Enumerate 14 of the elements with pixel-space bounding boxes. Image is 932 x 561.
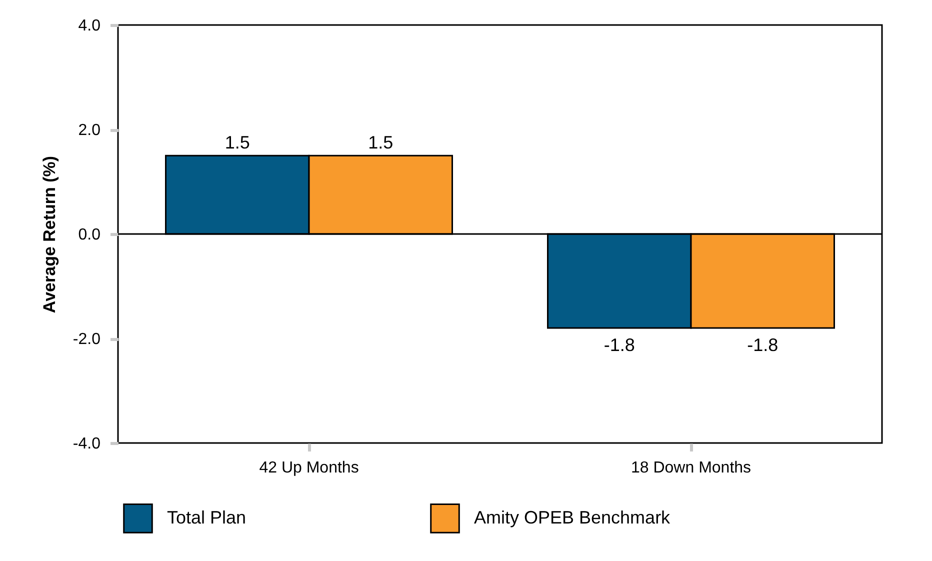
x-tick-label: 42 Up Months [259,460,359,476]
y-tick-label: 2.0 [78,122,101,139]
data-label: -1.8 [747,335,778,356]
x-tick-label: 18 Down Months [630,460,752,476]
y-tick-label: 4.0 [78,18,101,34]
y-tick-label: -2.0 [72,331,101,348]
data-label: 1.5 [224,132,250,153]
y-tick-label: -4.0 [72,436,101,452]
y-tick-label: 0.0 [78,226,101,244]
legend-label: Amity OPEB Benchmark [474,507,672,528]
y-axis-title: Average Return (%) [40,156,59,314]
data-label: -1.8 [604,335,635,356]
legend-label: Total Plan [167,507,246,528]
data-label: 1.5 [368,132,394,153]
